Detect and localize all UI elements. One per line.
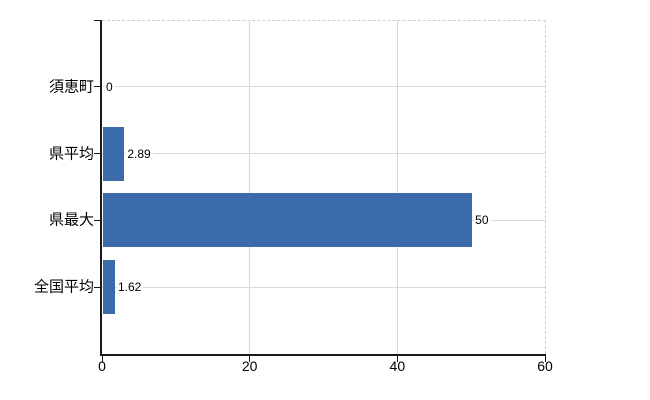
gridline-horizontal [102,86,545,88]
bar-national-average [103,260,115,315]
category-label-sue-town: 須恵町 [48,78,94,96]
x-tick [101,356,103,362]
plot-right-border-dashed [545,20,546,354]
value-label: 0 [105,79,115,94]
x-axis-line [100,354,546,356]
category-label-national-average: 全国平均 [33,278,94,296]
x-tick [544,356,546,362]
y-axis-line [100,20,102,356]
gridline-horizontal [102,153,545,155]
y-tick [94,286,101,288]
gridline-horizontal [102,286,545,288]
bar-prefecture-average [103,126,125,181]
x-tick-label: 40 [389,358,406,374]
y-tick [94,219,101,221]
x-tick [396,356,398,362]
value-label: 1.62 [116,280,144,295]
gridline-vertical [396,20,398,354]
category-label-prefecture-average: 県平均 [48,145,94,163]
value-label: 2.89 [126,146,153,161]
x-tick-label: 20 [241,358,258,374]
y-tick [94,153,101,155]
bar-prefecture-max [103,193,473,248]
value-label: 50 [474,213,491,228]
x-tick-label: 60 [537,358,553,374]
x-tick [249,356,251,362]
x-tick-label: 0 [98,358,106,374]
y-tick [94,86,101,88]
plot-top-border-dashed [102,20,546,21]
y-axis-top-tick [94,20,101,21]
category-label-prefecture-max: 県最大 [48,211,94,229]
gridline-vertical [249,20,251,354]
